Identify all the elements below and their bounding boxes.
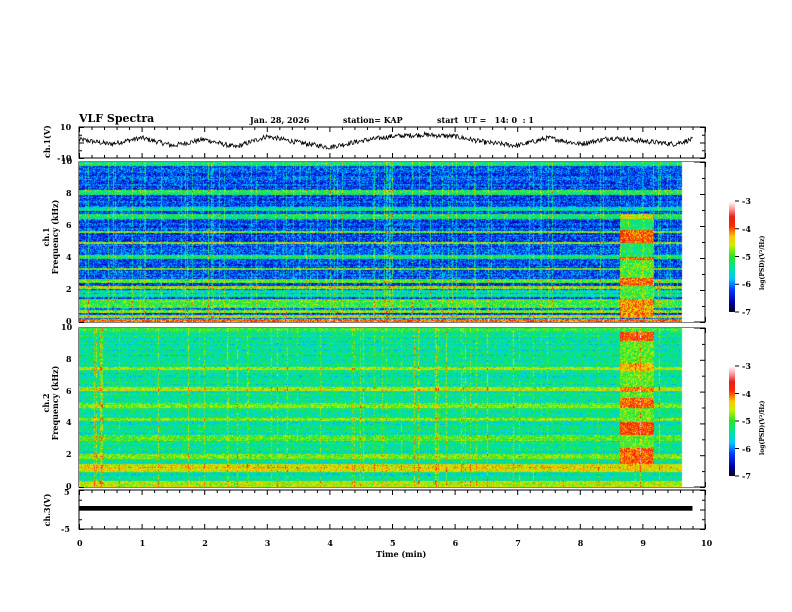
colorbar2-tick-label: -6 bbox=[742, 443, 751, 454]
spec1-ytick-label: 2 bbox=[66, 284, 72, 294]
start-time-label: start UT = 14: 0 : 1 bbox=[437, 115, 534, 125]
ch1-ytick-bottom: -10 bbox=[57, 153, 72, 163]
plot-title: VLF Spectra bbox=[79, 112, 155, 125]
ch1-colorbar-label: log(PSD)(V²/Hz) bbox=[759, 235, 766, 290]
ch2-spec-ylabel-freq: Frequency (kHz) bbox=[50, 365, 60, 441]
colorbar2-tick-label: -3 bbox=[742, 361, 751, 371]
colorbar1-tick-label: -3 bbox=[742, 196, 751, 206]
ch1-waveform-trace bbox=[78, 130, 693, 151]
ch2-spec-ylabel: ch.2 Frequency (kHz) bbox=[41, 348, 60, 458]
spec1-ytick-label: 10 bbox=[61, 156, 73, 166]
spec2-ytick-label: 10 bbox=[61, 322, 73, 332]
spec1-ytick-label: 8 bbox=[66, 188, 72, 198]
ch2-colorbar-label: log(PSD)(V²/Hz) bbox=[759, 400, 766, 455]
colorbar1-tick-label: -7 bbox=[742, 307, 751, 317]
colorbar2-tick-label: -5 bbox=[742, 416, 751, 426]
x-tick-label: 1 bbox=[139, 538, 146, 548]
x-tick-label: 9 bbox=[640, 538, 646, 548]
x-tick-label: 8 bbox=[577, 538, 584, 548]
x-axis-label: Time (min) bbox=[376, 549, 427, 559]
spec1-ytick-label: 4 bbox=[66, 252, 72, 262]
x-tick-label: 0 bbox=[77, 538, 83, 548]
spec2-ytick-label: 0 bbox=[66, 481, 72, 491]
ch3-ylabel: ch.3(V) bbox=[42, 493, 52, 527]
x-tick-label: 7 bbox=[515, 538, 521, 548]
spec2-ytick-label: 4 bbox=[66, 417, 72, 428]
colorbar2-tick-label: -4 bbox=[742, 388, 751, 399]
spec2-ytick-label: 2 bbox=[66, 449, 72, 460]
station-label: station= KAP bbox=[343, 115, 403, 125]
spec2-ytick-label: 8 bbox=[66, 353, 72, 364]
spec2-ytick-label: 6 bbox=[66, 385, 72, 396]
colorbar1-tick-label: -6 bbox=[742, 279, 751, 290]
x-tick-label: 5 bbox=[390, 538, 396, 548]
spec1-ytick-label: 6 bbox=[66, 220, 72, 230]
x-tick-label: 3 bbox=[264, 538, 271, 548]
colorbar1-tick-label: -5 bbox=[742, 251, 751, 262]
x-tick-label: 10 bbox=[701, 538, 713, 548]
colorbar2-tick-label: -7 bbox=[742, 471, 751, 481]
ch3-ytick-bottom: -5 bbox=[61, 524, 70, 534]
ch1-ylabel: ch.1(V) bbox=[42, 125, 52, 158]
ch1-ytick-top: 10 bbox=[60, 122, 72, 132]
ch2-colorbar bbox=[729, 366, 735, 476]
x-tick-label: 6 bbox=[452, 538, 459, 548]
ch3-waveform-trace bbox=[79, 505, 693, 511]
ch2-spectrogram-heatmap bbox=[79, 328, 694, 487]
x-tick-label: 4 bbox=[327, 538, 333, 548]
colorbar1-tick-label: -4 bbox=[742, 223, 751, 234]
ch1-spectrogram-heatmap bbox=[79, 162, 694, 322]
ch3-ytick-top: 5 bbox=[64, 487, 70, 497]
spec1-ytick-label: 0 bbox=[66, 316, 72, 326]
date-label: Jan. 28, 2026 bbox=[250, 115, 310, 125]
ch1-spec-ylabel-freq: Frequency (kHz) bbox=[50, 199, 60, 275]
x-tick-label: 2 bbox=[202, 538, 208, 548]
ch1-colorbar bbox=[729, 201, 735, 312]
ch1-spec-ylabel: ch.1 Frequency (kHz) bbox=[41, 182, 60, 292]
